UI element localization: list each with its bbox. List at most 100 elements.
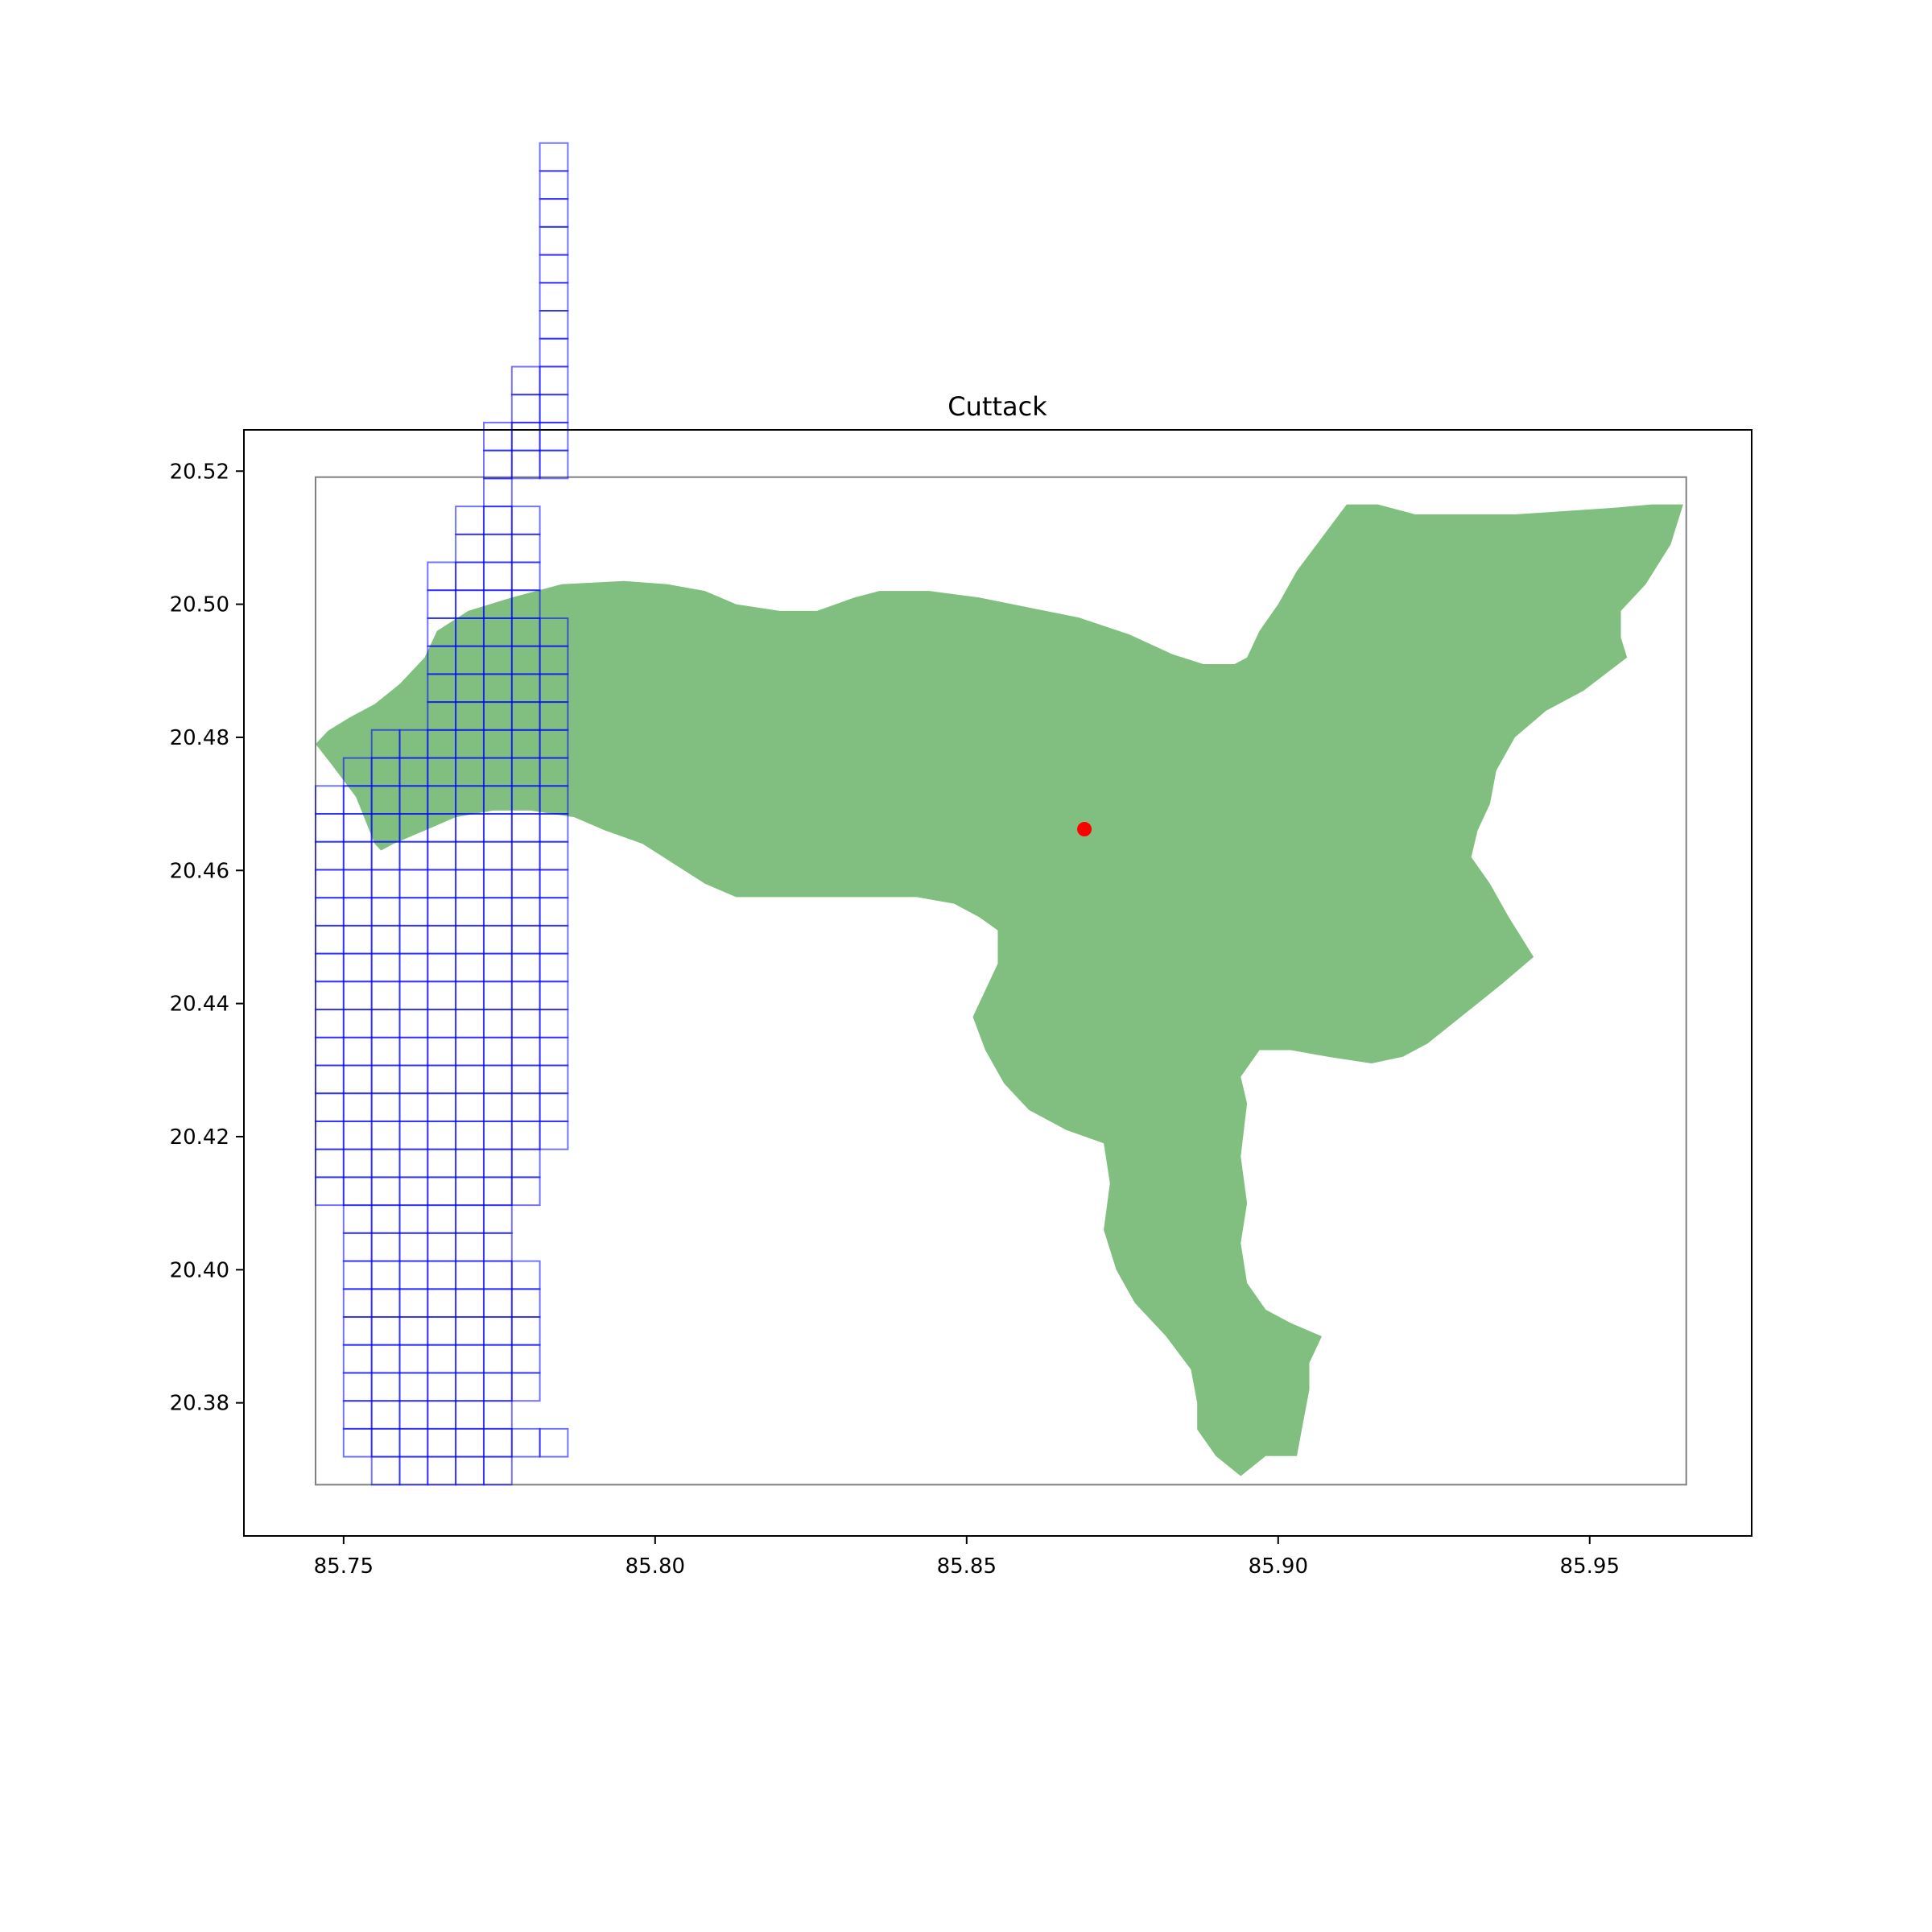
y-tick-label: 20.44 — [170, 993, 229, 1017]
grid-cell — [510, 980, 541, 1011]
grid-cell — [342, 1064, 373, 1095]
grid-cell — [370, 1176, 401, 1207]
grid-cell — [510, 1036, 541, 1067]
y-tick-label: 20.38 — [170, 1392, 229, 1416]
grid-cell — [398, 1455, 429, 1486]
grid-cell — [539, 282, 569, 312]
grid-cell — [510, 561, 541, 592]
grid-cell — [510, 869, 541, 899]
grid-cell — [398, 1009, 429, 1038]
grid-cell — [427, 1372, 457, 1402]
x-tick-label: 85.80 — [625, 1554, 685, 1579]
grid-cell — [510, 1427, 541, 1458]
grid-cell — [510, 1121, 541, 1150]
grid-cell — [342, 840, 373, 871]
grid-cell — [398, 1092, 429, 1122]
grid-cell — [427, 1344, 457, 1374]
grid-cell — [427, 924, 457, 955]
grid-cell — [539, 813, 569, 843]
grid-cell — [539, 980, 569, 1011]
grid-cell — [510, 1092, 541, 1122]
grid-cell — [539, 310, 569, 340]
grid-cell — [342, 952, 373, 983]
grid-cell — [483, 1009, 513, 1038]
grid-cell — [510, 1288, 541, 1319]
grid-cell — [483, 506, 513, 535]
grid-cell — [427, 561, 457, 592]
grid-cell — [342, 1121, 373, 1150]
grid-cell — [455, 1148, 485, 1179]
grid-cell — [315, 1176, 345, 1207]
grid-cell — [483, 952, 513, 983]
grid-cell — [483, 1121, 513, 1150]
grid-cell — [539, 617, 569, 647]
grid-cell — [510, 1260, 541, 1290]
grid-cell — [455, 1455, 485, 1486]
grid-cell — [510, 1344, 541, 1374]
grid-cell — [342, 1232, 373, 1262]
grid-cell — [539, 1121, 569, 1150]
grid-cell — [510, 394, 541, 423]
grid-cell — [455, 924, 485, 955]
grid-cell — [483, 840, 513, 871]
grid-cell — [510, 449, 541, 480]
grid-cell — [398, 1427, 429, 1458]
grid-cell — [370, 1372, 401, 1402]
grid-cell — [370, 1232, 401, 1262]
grid-cell — [398, 1232, 429, 1262]
grid-cell — [455, 1092, 485, 1122]
x-axis: 85.75 85.80 85.85 85.90 85.95 — [314, 1536, 1620, 1579]
grid-cell — [398, 1036, 429, 1067]
grid-cell — [398, 1372, 429, 1402]
grid-cell — [455, 1121, 485, 1150]
grid-cell — [539, 254, 569, 284]
grid-cell — [342, 1288, 373, 1319]
grid-cell — [510, 365, 541, 396]
grid-cell — [483, 1344, 513, 1374]
y-tick-label: 20.50 — [170, 593, 229, 617]
grid-cell — [370, 1455, 401, 1486]
grid-cell — [370, 924, 401, 955]
grid-cell — [370, 1288, 401, 1319]
grid-cell — [539, 365, 569, 396]
grid-cell — [539, 869, 569, 899]
grid-cell — [342, 897, 373, 927]
grid-cell — [455, 840, 485, 871]
x-tick-label: 85.95 — [1560, 1554, 1620, 1579]
y-tick-label: 20.48 — [170, 726, 229, 750]
grid-cell — [427, 589, 457, 619]
grid-cell — [539, 1036, 569, 1067]
y-tick-label: 20.46 — [170, 859, 229, 883]
grid-cell — [510, 952, 541, 983]
grid-cell — [539, 897, 569, 927]
grid-cell — [315, 924, 345, 955]
grid-cell — [483, 1372, 513, 1402]
grid-cell — [398, 1400, 429, 1430]
grid-cell — [510, 924, 541, 955]
grid-cell — [427, 897, 457, 927]
grid-cell — [370, 1121, 401, 1150]
grid-cell — [370, 952, 401, 983]
grid-cell — [455, 1009, 485, 1038]
grid-cell — [510, 421, 541, 452]
grid-cell — [342, 924, 373, 955]
grid-cell — [398, 1344, 429, 1374]
grid-cell — [342, 1092, 373, 1122]
grid-cell — [342, 1204, 373, 1234]
grid-cell — [398, 1121, 429, 1150]
grid-cell — [427, 1204, 457, 1234]
grid-cell — [370, 1260, 401, 1290]
grid-cell — [342, 1036, 373, 1067]
grid-cell — [483, 813, 513, 843]
grid-cell — [539, 449, 569, 480]
grid-cell — [455, 1372, 485, 1402]
x-tick-label: 85.85 — [937, 1554, 997, 1579]
grid-cell — [342, 1176, 373, 1207]
grid-cell — [370, 1009, 401, 1038]
grid-cell — [483, 1316, 513, 1346]
grid-cell — [483, 1427, 513, 1458]
grid-cell — [483, 1260, 513, 1290]
grid-cell — [427, 840, 457, 871]
grid-cell — [455, 1400, 485, 1430]
grid-cell — [510, 1064, 541, 1095]
